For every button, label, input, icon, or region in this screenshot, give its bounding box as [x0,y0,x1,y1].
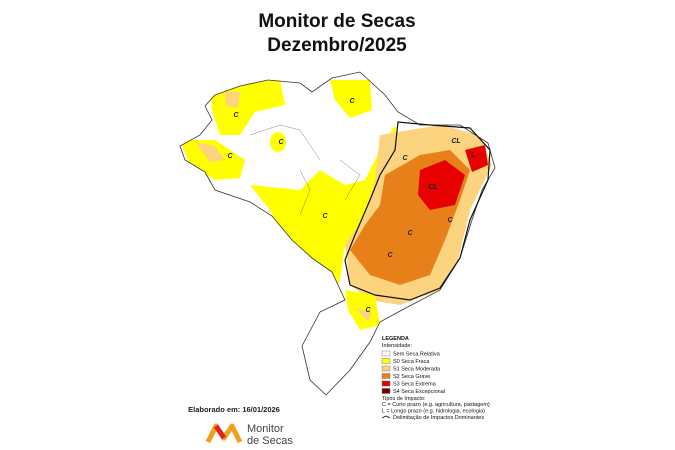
title: Monitor de Secas [258,11,415,32]
map-label: C [365,307,371,314]
legend-intensity-title: Intensidade: [382,343,412,349]
legend-swatch [381,365,391,372]
map-label: L [471,152,475,159]
legend-swatch [381,373,391,379]
map-labels: C C C C C C C CL CL L C C C [227,98,475,314]
logo-line1: Monitor [247,423,284,435]
map-label: C [227,153,233,160]
delimitation-symbol [381,415,391,419]
map-label: C [278,139,284,146]
legend-label: S0 Seca Fraca [393,359,430,365]
map-label: C [407,230,413,237]
legend-swatch [381,358,391,364]
map-label: C [233,112,239,119]
map-label: C [322,213,328,220]
legend-label: S1 Seca Moderada [393,367,441,373]
impact-item: C = Curto prazo (e.g. agricultura, pasta… [382,402,490,408]
legend-label: S3 Seca Extrema [393,382,437,388]
map-label: C [387,252,393,259]
map-label: C [447,217,453,224]
legend-label: Sem Seca Relativa [393,352,441,358]
footer-date: Elaborado em: 16/01/2026 [188,405,280,414]
map-label: CL [451,138,460,145]
impact-title: Tipos de Impacto: [382,396,426,402]
map-label: C [402,155,408,162]
legend-label: S2 Seca Grave [393,374,430,380]
legend-swatch [381,350,391,357]
legend-label: S4 Seca Excepcional [393,389,445,395]
logo: Monitor de Secas [205,423,293,447]
legend-swatch [381,380,391,387]
map-label: C [349,98,355,105]
map-label: CL [428,184,437,191]
logo-line2: de Secas [247,435,293,447]
legend-title: LEGENDA [382,336,409,342]
legend-swatch [381,388,391,394]
impact-item: L = Longo prazo (e.g. hidrologia, ecolog… [382,409,485,415]
map [179,71,496,396]
subtitle: Dezembro/2025 [267,35,407,56]
delimitation-label: Delimitação de Impactos Dominantes [393,415,484,421]
legend: LEGENDA Intensidade: Sem Seca RelativaS0… [381,336,490,421]
